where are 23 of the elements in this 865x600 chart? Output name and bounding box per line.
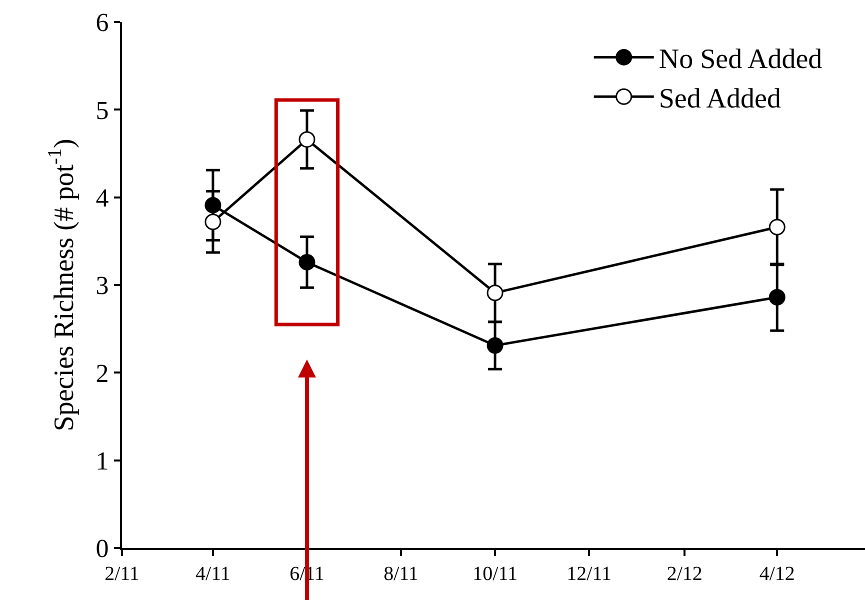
y-tick-label: 1: [96, 446, 109, 476]
legend-label: Sed Added: [658, 84, 781, 115]
point: [486, 284, 504, 302]
x-tick-label: 8/11: [384, 563, 418, 585]
y-tick-label: 4: [96, 183, 109, 212]
point: [768, 218, 786, 236]
x-tick-label: 2/11: [104, 563, 140, 585]
x-tick-label: 10/11: [472, 563, 518, 585]
y-tick-label: 5: [96, 96, 109, 125]
x-tick-label: 12/11: [566, 563, 612, 585]
y-tick-label: 3: [96, 271, 109, 300]
x-tick-label: 4/11: [196, 563, 230, 585]
point: [204, 214, 222, 230]
y-tick-label: 6: [96, 8, 109, 38]
point: [298, 254, 316, 270]
x-tick-label: 4/12: [759, 563, 795, 585]
point: [768, 289, 786, 306]
y-tick-label: 2: [96, 358, 109, 388]
legend-label: No Sed Added: [658, 44, 822, 76]
point: [486, 337, 504, 354]
point: [298, 131, 316, 148]
y-tick-label: 0: [96, 534, 109, 564]
x-tick-label: 2/12: [666, 563, 702, 585]
